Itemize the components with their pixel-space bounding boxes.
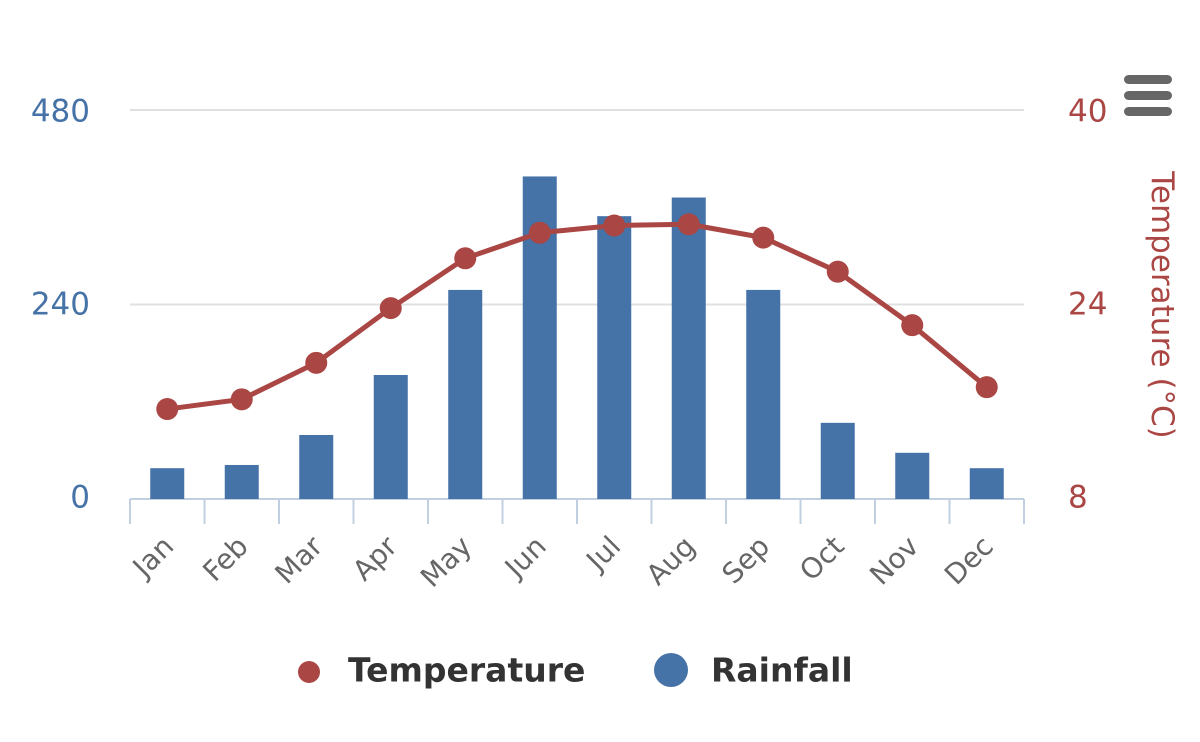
left-tick-label: 480 xyxy=(31,94,90,130)
x-axis-label: Jun xyxy=(497,530,553,586)
chart-svg: 480 240 0 40 24 8 Temperature (°C) Jan Fe… xyxy=(0,0,1200,738)
chart-menu-button[interactable] xyxy=(1118,70,1178,122)
legend-rainfall-marker xyxy=(654,653,688,687)
temperature-line xyxy=(167,224,987,409)
temperature-point xyxy=(752,227,774,249)
legend-item-rainfall[interactable]: Rainfall xyxy=(654,651,853,690)
rainfall-bar xyxy=(746,290,780,499)
x-axis-label: May xyxy=(414,530,478,594)
rainfall-bar xyxy=(448,290,482,499)
x-axis-label: Feb xyxy=(196,530,254,588)
left-axis: 480 240 0 xyxy=(31,94,90,516)
temperature-point xyxy=(529,222,551,244)
temperature-point xyxy=(603,214,625,236)
hamburger-icon xyxy=(1124,107,1172,116)
legend-temperature-label: Temperature xyxy=(348,651,585,690)
legend-rainfall-label: Rainfall xyxy=(711,651,853,690)
x-axis-label: Nov xyxy=(863,530,925,592)
rainfall-bar xyxy=(821,423,855,499)
rainfall-bar xyxy=(672,198,706,499)
rainfall-bar xyxy=(225,465,259,499)
rainfall-bar xyxy=(597,216,631,499)
temperature-point xyxy=(156,398,178,420)
temperature-point xyxy=(454,247,476,269)
temperature-point xyxy=(901,314,923,336)
grid xyxy=(130,110,1024,305)
left-tick-label: 0 xyxy=(70,480,90,516)
x-axis-label: Mar xyxy=(269,529,330,590)
x-axis-label: Sep xyxy=(716,530,777,591)
left-tick-label: 240 xyxy=(31,287,90,323)
x-axis xyxy=(130,499,1024,524)
x-axis-label: Oct xyxy=(793,530,851,588)
rainfall-bar xyxy=(150,468,184,499)
right-tick-label: 24 xyxy=(1068,287,1107,323)
rainfall-bar xyxy=(374,375,408,499)
legend-item-temperature[interactable]: Temperature xyxy=(298,651,585,690)
right-axis: 40 24 8 Temperature (°C) xyxy=(1068,94,1180,516)
rainfall-series xyxy=(150,176,1004,499)
x-axis-labels: Jan Feb Mar Apr May Jun Jul Aug Sep Oct Nov Dec xyxy=(125,529,1000,594)
temperature-point xyxy=(678,213,700,235)
x-axis-label: Aug xyxy=(640,530,702,592)
temperature-point xyxy=(231,388,253,410)
x-axis-label: Jul xyxy=(579,530,628,579)
hamburger-icon xyxy=(1124,91,1172,100)
legend-temperature-marker xyxy=(298,661,320,683)
right-axis-title: Temperature (°C) xyxy=(1144,170,1180,439)
right-tick-label: 40 xyxy=(1068,94,1107,130)
temperature-point xyxy=(305,352,327,374)
temperature-point xyxy=(380,297,402,319)
chart: 480 240 0 40 24 8 Temperature (°C) Jan Fe… xyxy=(0,0,1200,738)
temperature-series xyxy=(156,213,998,420)
right-tick-label: 8 xyxy=(1068,480,1088,516)
rainfall-bar xyxy=(895,453,929,499)
rainfall-bar xyxy=(970,468,1004,499)
hamburger-icon xyxy=(1124,75,1172,84)
x-axis-label: Dec xyxy=(938,530,1000,592)
temperature-point xyxy=(827,261,849,283)
temperature-point xyxy=(976,376,998,398)
x-axis-label: Apr xyxy=(346,529,404,587)
rainfall-bar xyxy=(299,435,333,499)
x-axis-label: Jan xyxy=(125,530,180,585)
legend: Temperature Rainfall xyxy=(298,651,853,690)
